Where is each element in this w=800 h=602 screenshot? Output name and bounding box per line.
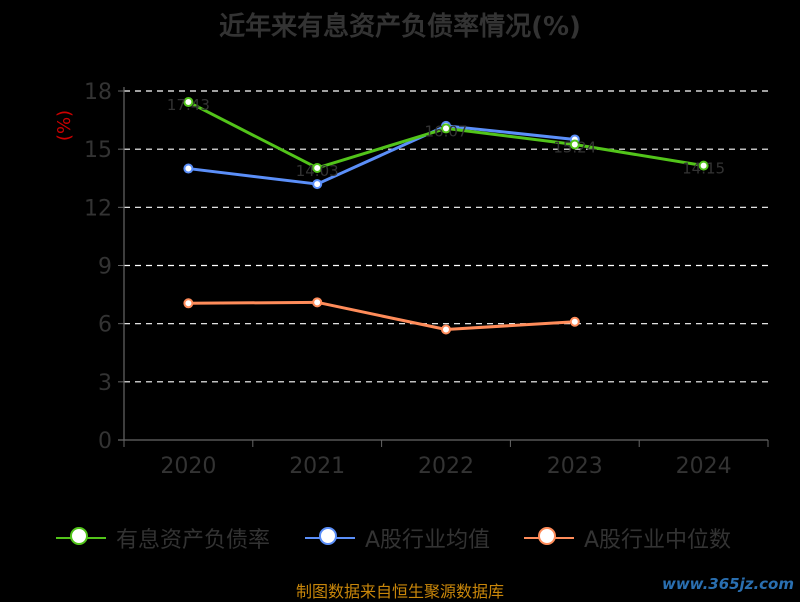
y-tick-label: 9 bbox=[98, 255, 112, 280]
data-point bbox=[569, 139, 580, 150]
data-point bbox=[183, 163, 194, 174]
legend-marker-icon bbox=[56, 520, 106, 556]
legend-marker-icon bbox=[305, 520, 355, 556]
data-point bbox=[183, 298, 194, 309]
chart-title: 近年来有息资产负债率情况(%) bbox=[219, 12, 581, 42]
x-tick-label: 2022 bbox=[418, 454, 474, 479]
x-tick-label: 2020 bbox=[160, 454, 216, 479]
y-tick-label: 0 bbox=[98, 429, 112, 454]
grid-layer bbox=[124, 90, 768, 383]
y-tick-label: 12 bbox=[84, 196, 112, 221]
series-line bbox=[188, 124, 575, 186]
legend-label: A股行业均值 bbox=[365, 528, 491, 553]
y-axis-label: (%) bbox=[54, 110, 75, 141]
data-label: 14.15 bbox=[682, 160, 725, 178]
legend-label: A股行业中位数 bbox=[584, 528, 732, 553]
series-layer bbox=[183, 97, 709, 335]
y-tick-label: 18 bbox=[84, 80, 112, 105]
data-point bbox=[441, 324, 451, 335]
legend-item[interactable]: A股行业均值 bbox=[305, 520, 490, 556]
data-label: 14.03 bbox=[296, 162, 339, 180]
x-tick-label: 2024 bbox=[676, 454, 732, 479]
legend-marker-icon bbox=[524, 520, 574, 556]
y-tick-label: 6 bbox=[98, 313, 112, 338]
watermark: www.365jz.com bbox=[661, 575, 794, 593]
x-tick-label: 2021 bbox=[289, 454, 345, 479]
y-tick-label: 15 bbox=[84, 138, 112, 163]
data-point bbox=[569, 316, 580, 327]
data-point bbox=[698, 160, 709, 171]
data-label: 16.07 bbox=[425, 122, 468, 140]
legend-item[interactable]: A股行业中位数 bbox=[524, 520, 731, 556]
data-label: 17.43 bbox=[167, 96, 210, 114]
data-point bbox=[183, 97, 194, 108]
source-note: 制图数据来自恒生聚源数据库 bbox=[295, 582, 504, 601]
data-point bbox=[312, 162, 323, 173]
series-line bbox=[188, 300, 575, 331]
data-point bbox=[312, 297, 323, 308]
legend: 有息资产负债率 A股行业均值 A股行业中位数 bbox=[0, 520, 800, 556]
data-label-layer: 17.43 14.03 16.07 15.24 14.15 bbox=[167, 96, 725, 180]
x-tick-label: 2023 bbox=[547, 454, 603, 479]
legend-label: 有息资产负债率 bbox=[116, 528, 271, 553]
legend-item[interactable]: 有息资产负债率 bbox=[56, 520, 270, 556]
y-tick-label: 3 bbox=[98, 371, 112, 396]
data-point bbox=[312, 179, 323, 190]
axis-layer: 0 3 6 9 12 15 18 2020 2021 2022 2023 2024 (%) bbox=[54, 80, 769, 479]
data-label: 15.24 bbox=[553, 139, 596, 157]
data-point bbox=[441, 123, 451, 134]
